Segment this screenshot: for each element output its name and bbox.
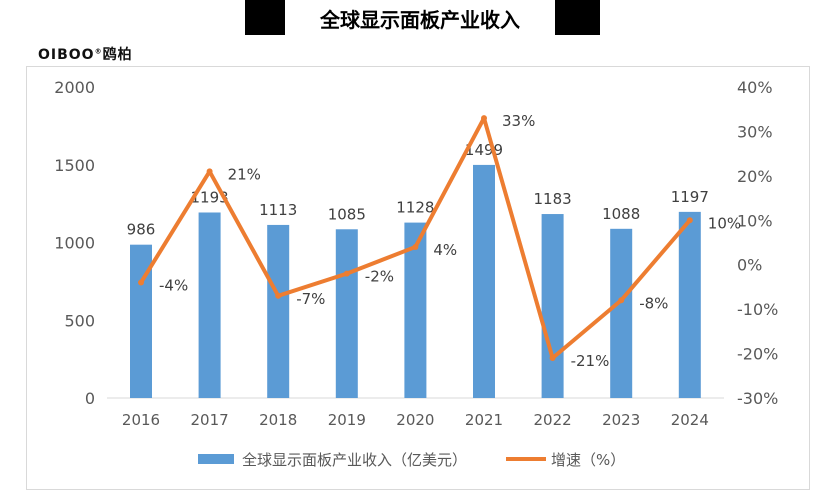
line-point [138, 279, 144, 286]
x-tick-label: 2018 [259, 411, 297, 429]
bar [404, 222, 427, 398]
bar [473, 164, 495, 398]
left-tick-label: 0 [85, 389, 95, 408]
line-data-label: 10% [708, 214, 741, 232]
bar [541, 214, 564, 398]
right-tick-label: -30% [737, 389, 778, 408]
bar [610, 228, 633, 398]
line-point [343, 270, 350, 277]
line-point [275, 292, 282, 299]
line-point [412, 243, 419, 250]
left-tick-label: 500 [64, 311, 95, 330]
right-tick-label: 10% [737, 211, 773, 230]
left-tick-label: 1000 [54, 234, 95, 253]
line-data-label: -8% [639, 294, 668, 312]
line-point [618, 297, 625, 304]
bar [130, 244, 152, 398]
bar-data-label: 1088 [602, 205, 640, 223]
title-decor-right [555, 0, 600, 35]
bar-data-label: 1113 [259, 201, 297, 219]
chart-title: 全球显示面板产业收入 [320, 8, 520, 32]
x-tick-label: 2019 [328, 411, 366, 429]
legend-bar-label: 全球显示面板产业收入（亿美元） [242, 451, 467, 469]
line-data-label: -7% [296, 290, 325, 308]
bar [678, 211, 701, 398]
x-tick-label: 2016 [122, 411, 160, 429]
right-tick-label: 0% [737, 256, 762, 275]
x-tick-label: 2017 [191, 411, 229, 429]
right-tick-label: 20% [737, 167, 773, 186]
bar-data-label: 1085 [328, 205, 366, 223]
right-tick-label: 40% [737, 78, 773, 97]
legend-bar-swatch [198, 454, 234, 464]
x-tick-label: 2024 [671, 411, 709, 429]
x-tick-label: 2022 [534, 411, 572, 429]
bar-data-label: 986 [127, 221, 156, 239]
bar-data-label: 1128 [396, 199, 434, 217]
line-data-label: -4% [159, 276, 188, 294]
chart-frame [26, 66, 810, 490]
left-tick-label: 1500 [54, 156, 95, 175]
bar [335, 229, 358, 398]
line-point [206, 168, 213, 175]
bar [198, 212, 221, 398]
line-data-label: 21% [228, 165, 261, 183]
line-data-label: 33% [502, 112, 535, 130]
bar-data-label: 1183 [534, 190, 572, 208]
line-data-label: -2% [365, 268, 394, 286]
right-tick-label: -10% [737, 300, 778, 319]
legend-line-label: 增速（%） [551, 451, 625, 469]
brand-logo: OIBOO®鸥柏 [38, 47, 133, 63]
right-tick-label: -20% [737, 345, 778, 364]
right-tick-label: 30% [737, 122, 773, 141]
line-data-label: 4% [433, 241, 457, 259]
x-tick-label: 2023 [602, 411, 640, 429]
bar [267, 224, 290, 398]
line-point [549, 355, 556, 362]
title-decor-left [245, 0, 285, 35]
bar-data-label: 1197 [671, 188, 709, 206]
bar-data-label: 1193 [191, 188, 229, 206]
x-tick-label: 2021 [465, 411, 503, 429]
line-data-label: -21% [571, 352, 610, 370]
line-point [686, 217, 693, 224]
left-tick-label: 2000 [54, 78, 95, 97]
line-point [481, 115, 487, 122]
x-tick-label: 2020 [396, 411, 434, 429]
